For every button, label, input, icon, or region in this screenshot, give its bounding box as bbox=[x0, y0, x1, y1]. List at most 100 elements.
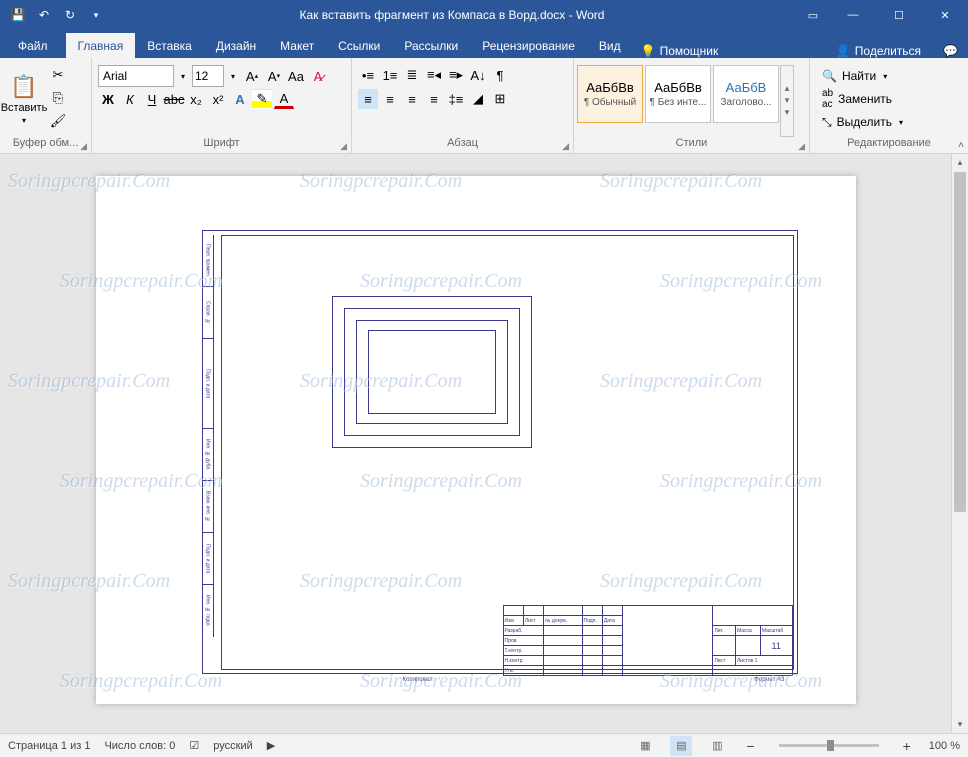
qat-customize-icon[interactable]: ▾ bbox=[84, 3, 108, 27]
scrollbar-thumb[interactable] bbox=[954, 172, 966, 512]
align-right-icon[interactable]: ≡ bbox=[402, 89, 422, 109]
align-center-icon[interactable]: ≡ bbox=[380, 89, 400, 109]
collapse-ribbon-icon[interactable]: ˄ bbox=[958, 140, 964, 151]
styles-more-button[interactable]: ▴▾▾ bbox=[780, 65, 794, 137]
clear-format-icon[interactable]: A̷ bbox=[308, 66, 328, 86]
find-button[interactable]: 🔍Найти▾ bbox=[818, 65, 907, 87]
group-label: Абзац◢ bbox=[354, 137, 571, 153]
undo-icon[interactable]: ↶ bbox=[32, 3, 56, 27]
spellcheck-icon[interactable]: ☑ bbox=[189, 739, 199, 752]
highlight-icon[interactable]: ✎ bbox=[252, 89, 272, 109]
chevron-down-icon: ▾ bbox=[22, 116, 26, 125]
size-dropdown-icon[interactable]: ▾ bbox=[226, 66, 240, 86]
font-name-input[interactable] bbox=[98, 65, 174, 87]
save-icon[interactable]: 💾 bbox=[6, 3, 30, 27]
tab-mailings[interactable]: Рассылки bbox=[392, 33, 470, 58]
decrease-indent-icon[interactable]: ≡◂ bbox=[424, 65, 444, 85]
borders-icon[interactable]: ⊞ bbox=[490, 89, 510, 109]
tab-layout[interactable]: Макет bbox=[268, 33, 326, 58]
dialog-launcher-icon[interactable]: ◢ bbox=[80, 141, 87, 152]
zoom-out-button[interactable]: − bbox=[742, 738, 758, 754]
style-card[interactable]: АаБбВв¶ Обычный bbox=[577, 65, 643, 123]
share-icon: 👤 bbox=[836, 44, 851, 58]
line-spacing-icon[interactable]: ‡≡ bbox=[446, 89, 466, 109]
multilevel-icon[interactable]: ≣ bbox=[402, 65, 422, 85]
style-card[interactable]: АаБбВЗаголово... bbox=[713, 65, 779, 123]
minimize-button[interactable]: — bbox=[830, 0, 876, 30]
drawing-frame: ИзмЛист№ докум.Подп.Дата Разраб.Лит.Масс… bbox=[221, 235, 794, 670]
ribbon-display-icon[interactable]: ▭ bbox=[796, 0, 830, 30]
tab-design[interactable]: Дизайн bbox=[204, 33, 268, 58]
macro-icon[interactable]: ▶ bbox=[267, 739, 275, 752]
sort-icon[interactable]: A↓ bbox=[468, 65, 488, 85]
zoom-in-button[interactable]: + bbox=[899, 738, 915, 754]
page-indicator[interactable]: Страница 1 из 1 bbox=[8, 740, 90, 752]
scroll-up-icon[interactable]: ▴ bbox=[952, 154, 968, 171]
tell-me[interactable]: 💡Помощник bbox=[633, 44, 727, 58]
tab-home[interactable]: Главная bbox=[66, 33, 136, 58]
italic-button[interactable]: К bbox=[120, 89, 140, 109]
group-label: Редактирование bbox=[812, 137, 966, 153]
format-painter-icon[interactable]: 🖌 bbox=[48, 111, 68, 131]
numbering-icon[interactable]: 1≡ bbox=[380, 65, 400, 85]
close-button[interactable]: ✕ bbox=[922, 0, 968, 30]
tab-review[interactable]: Рецензирование bbox=[470, 33, 587, 58]
shading-icon[interactable]: ◢ bbox=[468, 89, 488, 109]
group-label: Шрифт◢ bbox=[94, 137, 349, 153]
print-layout-icon[interactable]: ▤ bbox=[670, 736, 692, 756]
justify-icon[interactable]: ≡ bbox=[424, 89, 444, 109]
font-size-input[interactable] bbox=[192, 65, 224, 87]
paste-button[interactable]: 📋 Вставить ▾ bbox=[2, 61, 46, 137]
strikethrough-button[interactable]: abc bbox=[164, 89, 184, 109]
font-color-icon[interactable]: A bbox=[274, 89, 294, 109]
align-left-icon[interactable]: ≡ bbox=[358, 89, 378, 109]
dialog-launcher-icon[interactable]: ◢ bbox=[798, 141, 805, 152]
underline-button[interactable]: Ч bbox=[142, 89, 162, 109]
drawing-object[interactable]: Перв. примен. Справ. № Подп. и дата Инв.… bbox=[202, 230, 798, 674]
font-dropdown-icon[interactable]: ▾ bbox=[176, 66, 190, 86]
scroll-down-icon[interactable]: ▾ bbox=[952, 716, 968, 733]
vertical-scrollbar[interactable]: ▴ ▾ bbox=[951, 154, 968, 733]
superscript-button[interactable]: x² bbox=[208, 89, 228, 109]
group-editing: 🔍Найти▾ abacЗаменить ⤡Выделить▾ Редактир… bbox=[810, 58, 968, 153]
zoom-level[interactable]: 100 % bbox=[929, 740, 960, 752]
language-indicator[interactable]: русский bbox=[213, 740, 252, 752]
bullets-icon[interactable]: •≡ bbox=[358, 65, 378, 85]
maximize-button[interactable]: ☐ bbox=[876, 0, 922, 30]
redo-icon[interactable]: ↻ bbox=[58, 3, 82, 27]
grow-font-icon[interactable]: A▴ bbox=[242, 66, 262, 86]
tab-view[interactable]: Вид bbox=[587, 33, 633, 58]
zoom-slider[interactable] bbox=[779, 744, 879, 747]
tab-insert[interactable]: Вставка bbox=[135, 33, 204, 58]
group-paragraph: •≡ 1≡ ≣ ≡◂ ≡▸ A↓ ¶ ≡ ≡ ≡ ≡ ‡≡ ◢ ⊞ Абзац◢ bbox=[352, 58, 574, 153]
replace-button[interactable]: abacЗаменить bbox=[818, 88, 907, 110]
read-mode-icon[interactable]: ▦ bbox=[634, 736, 656, 756]
change-case-icon[interactable]: Aa bbox=[286, 66, 306, 86]
tab-references[interactable]: Ссылки bbox=[326, 33, 392, 58]
comments-icon[interactable]: 💬 bbox=[933, 44, 968, 58]
dialog-launcher-icon[interactable]: ◢ bbox=[340, 141, 347, 152]
tab-file[interactable]: Файл bbox=[0, 33, 66, 58]
document-area: Перв. примен. Справ. № Подп. и дата Инв.… bbox=[0, 154, 968, 733]
dialog-launcher-icon[interactable]: ◢ bbox=[562, 141, 569, 152]
copy-icon[interactable]: ⎘ bbox=[48, 88, 68, 108]
shrink-font-icon[interactable]: A▾ bbox=[264, 66, 284, 86]
document-viewport[interactable]: Перв. примен. Справ. № Подп. и дата Инв.… bbox=[0, 154, 951, 733]
show-marks-icon[interactable]: ¶ bbox=[490, 65, 510, 85]
word-count[interactable]: Число слов: 0 bbox=[104, 740, 175, 752]
paste-icon: 📋 bbox=[10, 74, 37, 100]
increase-indent-icon[interactable]: ≡▸ bbox=[446, 65, 466, 85]
web-layout-icon[interactable]: ▥ bbox=[706, 736, 728, 756]
group-styles: АаБбВв¶ ОбычныйАаБбВв¶ Без инте...АаБбВЗ… bbox=[574, 58, 810, 153]
drawing-sidebar: Перв. примен. Справ. № Подп. и дата Инв.… bbox=[203, 235, 221, 670]
share-button[interactable]: 👤Поделиться bbox=[824, 44, 933, 58]
select-button[interactable]: ⤡Выделить▾ bbox=[818, 111, 907, 133]
group-clipboard: 📋 Вставить ▾ ✂ ⎘ 🖌 Буфер обм...◢ bbox=[0, 58, 92, 153]
subscript-button[interactable]: x₂ bbox=[186, 89, 206, 109]
bold-button[interactable]: Ж bbox=[98, 89, 118, 109]
page: Перв. примен. Справ. № Подп. и дата Инв.… bbox=[96, 176, 856, 704]
zoom-slider-knob[interactable] bbox=[827, 740, 834, 751]
text-effects-icon[interactable]: A bbox=[230, 89, 250, 109]
style-card[interactable]: АаБбВв¶ Без инте... bbox=[645, 65, 711, 123]
cut-icon[interactable]: ✂ bbox=[48, 65, 68, 85]
